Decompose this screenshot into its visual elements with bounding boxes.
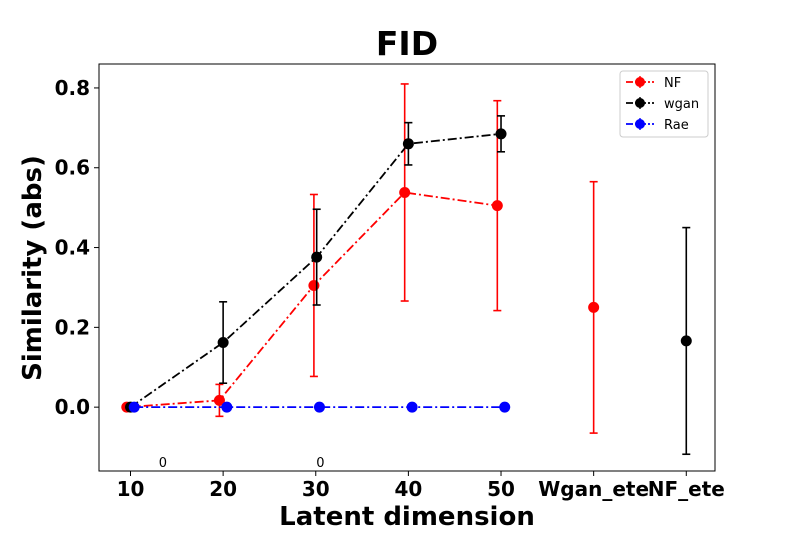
series-rae-point [221, 401, 233, 413]
legend-item-nf: NF [626, 76, 681, 91]
legend-item-wgan: wgan [626, 97, 699, 112]
y-axis-label: Similarity (abs) [18, 155, 48, 381]
x-tick-label: 10 [117, 477, 145, 501]
legend-item-rae: Rae [626, 118, 689, 133]
series-nf-line [126, 191, 498, 409]
legend-label-wgan: wgan [664, 97, 699, 112]
series-nf-point [491, 200, 503, 212]
x-tick-label: NF_ete [648, 477, 725, 501]
legend-label-nf: NF [664, 76, 681, 91]
plot-inner [121, 83, 692, 456]
y-tick-label: 0.0 [55, 395, 90, 419]
annotation: 0 [316, 456, 324, 471]
y-tick-label: 0.4 [55, 236, 90, 260]
series-wgan-line [129, 132, 502, 408]
y-tick-label: 0.6 [55, 156, 90, 180]
x-tick-label: 40 [394, 477, 422, 501]
series-wgan-point [495, 128, 507, 140]
x-tick-label: 30 [302, 477, 330, 501]
series-rae-point [313, 401, 325, 413]
axes-frame [98, 63, 716, 472]
series-nf [121, 83, 600, 434]
series-nf-point [308, 279, 320, 291]
series-wgan-point [311, 251, 323, 263]
annotation: 0 [159, 456, 167, 471]
series-nf-point [399, 186, 411, 198]
y-tick-label: 0.2 [55, 315, 90, 339]
x-tick-label: 20 [209, 477, 237, 501]
series-rae-point [406, 401, 418, 413]
chart-title: FID [376, 24, 438, 63]
series-wgan-point [402, 138, 414, 150]
y-tick-label: 0.8 [55, 76, 90, 100]
legend-label-rae: Rae [664, 118, 689, 133]
x-tick-label: 50 [487, 477, 515, 501]
series-wgan-point [217, 337, 229, 349]
series-nf-extra-point [588, 301, 600, 313]
x-tick-label: Wgan_ete [538, 477, 649, 501]
legend-marker-wgan [635, 98, 645, 108]
x-axis-label: Latent dimension [279, 502, 535, 530]
series-rae-point [499, 401, 511, 413]
series-wgan-extra-point [680, 335, 692, 347]
series-rae-point [128, 401, 140, 413]
legend-marker-nf [635, 77, 645, 87]
series-rae [128, 401, 511, 413]
series-wgan [124, 115, 692, 456]
legend: NF wgan Rae [619, 70, 709, 138]
legend-marker-rae [635, 119, 645, 129]
series-nf-point [213, 394, 225, 406]
